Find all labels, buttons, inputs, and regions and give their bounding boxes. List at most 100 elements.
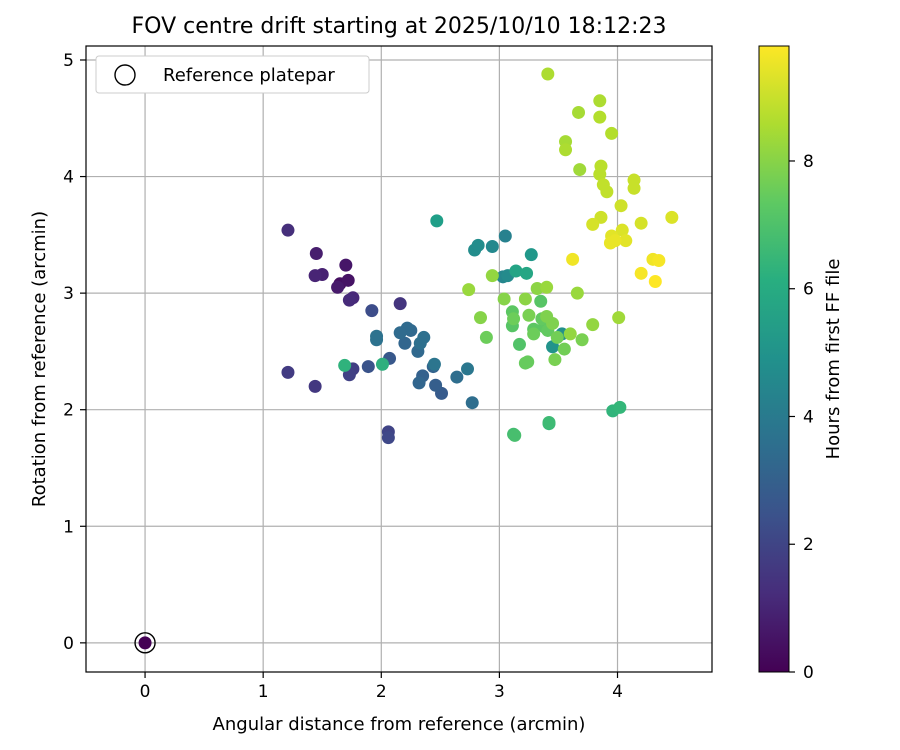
data-point: [520, 266, 534, 280]
data-point: [473, 311, 487, 325]
data-point: [608, 234, 622, 248]
x-tick-label: 0: [140, 682, 151, 702]
data-point: [361, 360, 375, 374]
reference-platepar-marker: [134, 632, 156, 654]
data-point: [309, 247, 323, 261]
data-point: [627, 181, 641, 195]
y-tick-label: 1: [63, 517, 74, 537]
data-point: [586, 217, 600, 231]
data-point: [530, 281, 544, 295]
data-point: [534, 294, 548, 308]
data-point: [417, 330, 431, 344]
data-point: [429, 378, 443, 392]
data-point: [281, 365, 295, 379]
data-point: [430, 214, 444, 228]
data-point: [308, 379, 322, 393]
y-tick-label: 3: [63, 284, 74, 304]
colorbar-tick-label: 4: [803, 407, 814, 427]
data-point: [331, 280, 345, 294]
data-point: [575, 333, 589, 347]
data-point: [572, 105, 586, 119]
data-point: [398, 336, 412, 350]
x-tick-label: 2: [376, 682, 387, 702]
data-point: [527, 327, 541, 341]
data-point: [281, 223, 295, 237]
grid-lines: [86, 46, 712, 672]
data-point: [512, 337, 526, 351]
x-tick-label: 1: [258, 682, 269, 702]
data-point: [593, 94, 607, 108]
y-tick-label: 5: [63, 51, 74, 71]
data-point: [518, 292, 532, 306]
data-point: [557, 342, 571, 356]
data-point: [605, 126, 619, 140]
y-tick-label: 0: [63, 634, 74, 654]
data-point: [648, 274, 662, 288]
colorbar: 0 2 4 6 8 Hours from first FF file: [758, 45, 844, 683]
data-point: [518, 356, 532, 370]
colorbar-tick-label: 8: [803, 152, 814, 172]
data-point: [566, 252, 580, 266]
data-point: [342, 293, 356, 307]
data-point: [462, 283, 476, 297]
data-point: [485, 240, 499, 254]
data-point: [540, 280, 554, 294]
data-point: [381, 431, 395, 445]
data-point: [507, 312, 521, 326]
colorbar-tick-label: 6: [803, 280, 814, 300]
data-point: [613, 400, 627, 414]
data-point: [427, 357, 441, 371]
x-axis-label: Angular distance from reference (arcmin): [213, 714, 586, 735]
data-point: [615, 223, 629, 237]
data-point: [485, 269, 499, 283]
data-point: [471, 238, 485, 252]
colorbar-gradient: [758, 45, 790, 673]
data-point: [573, 163, 587, 177]
plot-frame: [85, 45, 713, 673]
data-point: [393, 326, 407, 340]
data-point: [541, 67, 555, 81]
data-point: [612, 311, 626, 325]
legend-box: [95, 55, 370, 94]
data-point: [461, 362, 475, 376]
data-point: [563, 327, 577, 341]
data-point: [548, 353, 562, 367]
data-point: [586, 318, 600, 332]
data-point: [497, 292, 511, 306]
data-point: [508, 428, 522, 442]
legend: Reference platepar: [95, 55, 370, 94]
y-axis-label: Rotation from reference (arcmin): [29, 211, 50, 507]
data-point: [465, 396, 479, 410]
data-point: [542, 416, 556, 430]
data-point: [375, 357, 389, 371]
x-tick-label: 3: [494, 682, 505, 702]
data-point: [593, 110, 607, 124]
data-point: [614, 199, 628, 213]
data-point: [652, 253, 666, 267]
data-point: [339, 258, 353, 272]
y-axis-ticks: 0 1 2 3 4 5: [63, 51, 86, 654]
data-point: [412, 376, 426, 390]
colorbar-label: Hours from first FF file: [823, 259, 844, 460]
data-point: [450, 370, 464, 384]
data-point: [365, 304, 379, 318]
data-point: [665, 210, 679, 224]
x-axis-ticks: 0 1 2 3 4: [140, 672, 623, 702]
legend-reference-marker: [114, 64, 136, 86]
data-point: [634, 266, 648, 280]
y-tick-label: 4: [63, 168, 74, 188]
x-tick-label: 4: [612, 682, 623, 702]
legend-entry-reference: Reference platepar: [163, 65, 335, 86]
data-point: [540, 309, 554, 323]
data-point: [593, 167, 607, 181]
data-point: [634, 216, 648, 230]
data-point: [509, 264, 523, 278]
data-point: [619, 234, 633, 248]
colorbar-ticks: 0 2 4 6 8: [789, 152, 814, 683]
data-point: [393, 297, 407, 311]
colorbar-tick-label: 0: [803, 663, 814, 683]
data-point: [341, 273, 355, 287]
data-point: [479, 330, 493, 344]
data-point: [550, 330, 564, 344]
